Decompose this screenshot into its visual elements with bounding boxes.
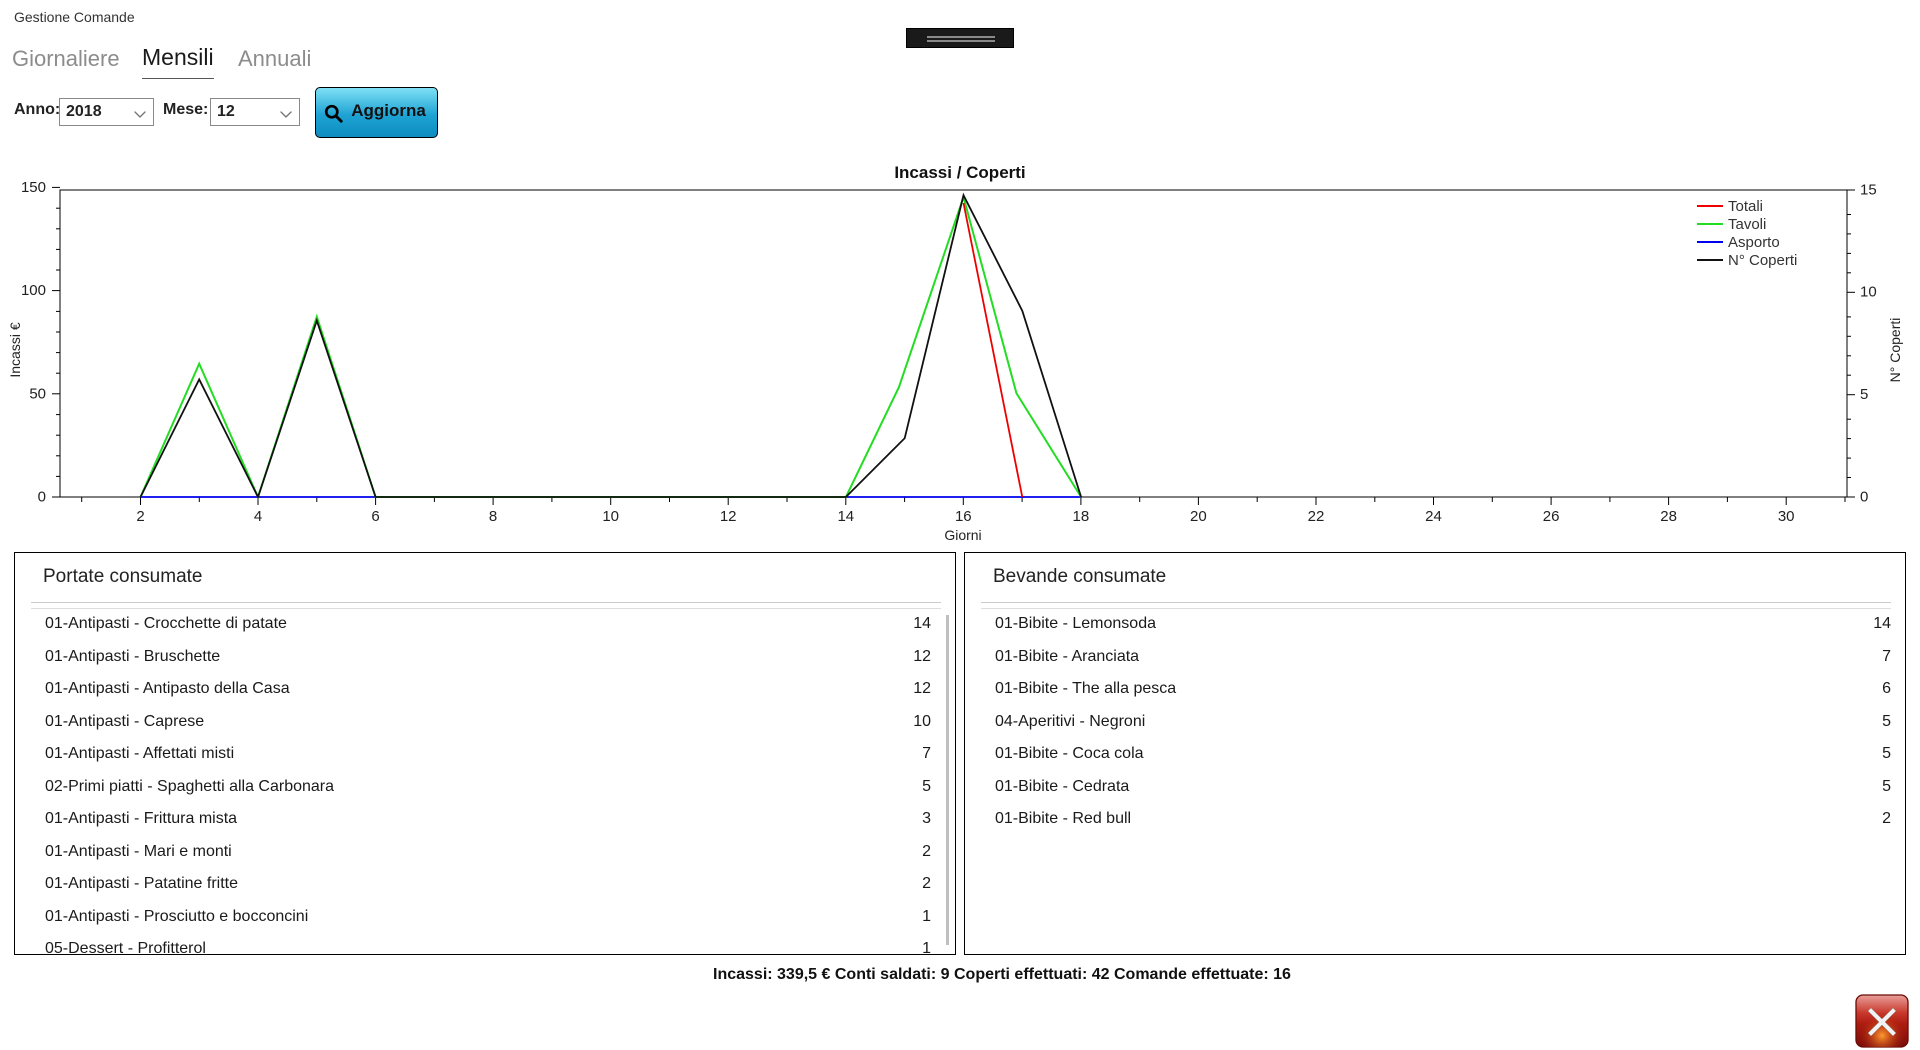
- svg-text:100: 100: [21, 282, 46, 299]
- svg-text:22: 22: [1308, 508, 1325, 525]
- svg-text:50: 50: [29, 385, 46, 402]
- svg-text:Giorni: Giorni: [944, 527, 981, 543]
- svg-text:14: 14: [837, 508, 854, 525]
- svg-text:0: 0: [1860, 489, 1868, 506]
- svg-text:24: 24: [1425, 508, 1442, 525]
- svg-text:0: 0: [38, 489, 46, 506]
- svg-text:10: 10: [1860, 284, 1877, 301]
- svg-text:4: 4: [254, 508, 262, 525]
- svg-text:20: 20: [1190, 508, 1207, 525]
- svg-text:N° Coperti: N° Coperti: [1887, 318, 1903, 383]
- svg-text:2: 2: [136, 508, 144, 525]
- svg-text:Incassi €: Incassi €: [7, 322, 23, 377]
- svg-text:30: 30: [1778, 508, 1795, 525]
- svg-text:18: 18: [1073, 508, 1090, 525]
- svg-text:12: 12: [720, 508, 737, 525]
- svg-text:26: 26: [1543, 508, 1560, 525]
- svg-text:Totali: Totali: [1728, 198, 1763, 215]
- svg-text:Asporto: Asporto: [1728, 234, 1780, 251]
- svg-text:10: 10: [602, 508, 619, 525]
- svg-text:5: 5: [1860, 386, 1868, 403]
- svg-text:8: 8: [489, 508, 497, 525]
- svg-text:28: 28: [1660, 508, 1677, 525]
- svg-text:6: 6: [371, 508, 379, 525]
- svg-text:15: 15: [1860, 181, 1877, 198]
- svg-text:16: 16: [955, 508, 972, 525]
- svg-text:Tavoli: Tavoli: [1728, 216, 1766, 233]
- svg-text:N° Coperti: N° Coperti: [1728, 252, 1797, 269]
- svg-text:150: 150: [21, 179, 46, 196]
